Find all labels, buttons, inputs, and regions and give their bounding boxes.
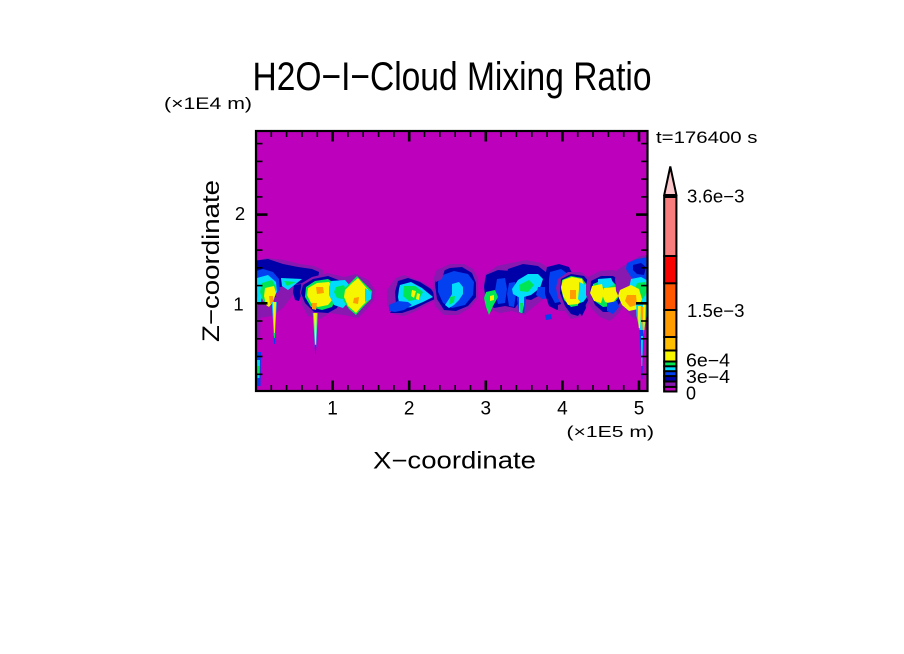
svg-text:3.6e−3: 3.6e−3 bbox=[687, 187, 745, 207]
svg-text:Z−coordinate: Z−coordinate bbox=[198, 180, 225, 342]
svg-text:6e−4: 6e−4 bbox=[686, 351, 730, 371]
svg-text:(×1E5 m): (×1E5 m) bbox=[567, 424, 655, 441]
svg-text:X−coordinate: X−coordinate bbox=[373, 448, 536, 475]
svg-text:3e−4: 3e−4 bbox=[686, 367, 730, 387]
svg-text:0: 0 bbox=[686, 384, 696, 404]
svg-text:2: 2 bbox=[235, 203, 245, 224]
svg-text:(×1E4 m): (×1E4 m) bbox=[164, 95, 252, 113]
svg-text:3: 3 bbox=[481, 399, 492, 420]
svg-text:1: 1 bbox=[233, 294, 243, 315]
svg-text:t=176400 s: t=176400 s bbox=[656, 129, 758, 147]
svg-text:4: 4 bbox=[557, 399, 568, 420]
svg-text:1: 1 bbox=[327, 399, 338, 420]
svg-text:1.5e−3: 1.5e−3 bbox=[687, 301, 745, 321]
svg-text:H2O−I−Cloud Mixing Ratio: H2O−I−Cloud Mixing Ratio bbox=[253, 55, 652, 99]
svg-text:5: 5 bbox=[634, 399, 645, 420]
svg-text:2: 2 bbox=[404, 399, 415, 420]
